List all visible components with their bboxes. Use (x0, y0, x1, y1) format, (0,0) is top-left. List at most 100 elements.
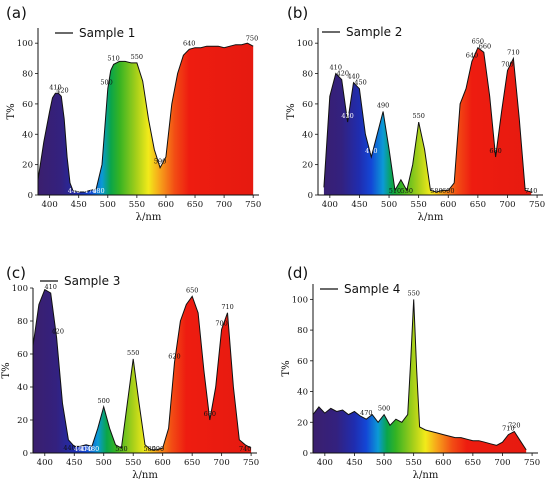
y-tick-label: 80 (297, 326, 308, 336)
y-axis-label: T% (1, 362, 12, 378)
x-tick-label: 650 (465, 458, 481, 468)
peak-annotation: 590 (152, 445, 164, 453)
y-tick-label: 60 (17, 350, 28, 360)
y-axis-label: T% (286, 103, 297, 119)
peak-annotation: 450 (354, 79, 366, 87)
y-tick-label: 0 (308, 191, 313, 201)
y-tick-label: 80 (17, 317, 28, 327)
y-tick-label: 80 (302, 70, 313, 80)
y-tick-label: 40 (17, 383, 28, 393)
transmittance-area (323, 47, 532, 196)
peak-annotation: 470 (80, 445, 92, 453)
x-tick-label: 700 (214, 458, 230, 468)
x-axis-label: λ/nm (132, 470, 158, 481)
y-tick-label: 60 (22, 100, 33, 110)
peak-annotation: 640 (466, 51, 478, 59)
x-tick-label: 600 (158, 200, 174, 210)
peak-annotation: 740 (525, 187, 537, 195)
x-tick-label: 700 (216, 200, 232, 210)
y-tick-label: 0 (303, 449, 308, 459)
peak-annotation: 750 (246, 35, 258, 43)
y-tick-label: 100 (292, 295, 308, 305)
peak-annotation: 600 (442, 187, 454, 195)
peak-annotation: 470 (84, 187, 96, 195)
y-axis-label: T% (281, 360, 292, 376)
legend-label: Sample 2 (346, 25, 402, 39)
peak-annotation: 550 (127, 349, 139, 357)
legend-label: Sample 1 (79, 26, 135, 40)
panel-letter: (c) (6, 264, 26, 282)
x-tick-label: 450 (346, 458, 362, 468)
peak-annotation: 490 (377, 102, 389, 110)
panel-letter: (a) (6, 4, 27, 22)
chart-panel-1: (a) 400 450 500 550 600 650 700 750 0 20 40 60 80 100 λ… (6, 4, 261, 223)
transmittance-curve (323, 46, 532, 193)
peak-annotation: 680 (489, 147, 501, 155)
chart-panel-4: (d) 400 450 500 550 600 650 700 750 0 20 40 60 80 100 λ… (281, 264, 540, 481)
peak-annotation: 650 (472, 38, 484, 46)
peak-annotation: 620 (168, 352, 180, 360)
y-tick-label: 40 (297, 388, 308, 398)
peak-annotation: 710 (502, 425, 514, 433)
transmittance-curve (32, 288, 252, 451)
peak-annotation: 440 (63, 444, 75, 452)
x-axis-label: λ/nm (418, 212, 444, 223)
peak-annotation: 530 (401, 187, 413, 195)
y-tick-label: 20 (297, 418, 308, 428)
peak-annotation: 660 (479, 42, 491, 50)
peak-annotation: 710 (507, 48, 519, 56)
peak-annotation: 680 (204, 410, 216, 418)
x-tick-label: 650 (187, 200, 203, 210)
peak-annotation: 650 (186, 286, 198, 294)
x-tick-label: 500 (100, 200, 116, 210)
legend-label: Sample 3 (64, 274, 120, 288)
peak-annotation: 710 (221, 303, 233, 311)
x-tick-label: 700 (494, 458, 510, 468)
y-tick-label: 80 (22, 70, 33, 80)
peak-annotation: 700 (501, 61, 513, 69)
peak-annotation: 440 (68, 187, 80, 195)
y-tick-label: 60 (302, 100, 313, 110)
x-tick-label: 700 (499, 200, 515, 210)
x-tick-label: 750 (243, 458, 259, 468)
x-tick-label: 400 (37, 458, 53, 468)
x-tick-label: 550 (411, 200, 427, 210)
y-tick-label: 0 (28, 191, 33, 201)
peak-annotation: 550 (407, 289, 419, 297)
peak-annotation: 470 (360, 409, 372, 417)
y-tick-label: 60 (297, 357, 308, 367)
y-axis-label: T% (6, 103, 17, 119)
peak-annotation: 430 (341, 112, 353, 120)
transmittance-area (38, 43, 254, 196)
legend-label: Sample 4 (344, 282, 400, 296)
peak-annotation: 500 (100, 79, 112, 87)
x-tick-label: 550 (406, 458, 422, 468)
y-tick-label: 100 (297, 39, 313, 49)
x-tick-label: 400 (42, 200, 58, 210)
peak-annotation: 470 (365, 147, 377, 155)
x-tick-label: 400 (322, 200, 338, 210)
chart-panel-2: (b) 400 450 500 550 600 650 700 750 0 20 40 60 80 100 λ… (286, 4, 545, 223)
y-tick-label: 40 (22, 130, 33, 140)
peak-annotation: 420 (52, 328, 64, 336)
x-tick-label: 750 (524, 458, 540, 468)
x-tick-label: 450 (351, 200, 367, 210)
y-tick-label: 20 (17, 416, 28, 426)
peak-annotation: 460 (74, 445, 86, 453)
x-axis-label: λ/nm (136, 212, 162, 223)
x-tick-label: 450 (71, 200, 87, 210)
x-tick-label: 750 (245, 200, 261, 210)
x-tick-label: 500 (376, 458, 392, 468)
x-tick-label: 450 (66, 458, 82, 468)
x-tick-label: 550 (125, 458, 141, 468)
x-tick-label: 600 (155, 458, 171, 468)
x-tick-label: 750 (529, 200, 545, 210)
x-tick-label: 650 (184, 458, 200, 468)
peak-annotation: 550 (412, 112, 424, 120)
peak-annotation: 580 (144, 445, 156, 453)
panel-letter: (b) (287, 4, 308, 22)
x-tick-label: 500 (381, 200, 397, 210)
x-axis-label: λ/nm (413, 470, 439, 481)
x-tick-label: 600 (435, 458, 451, 468)
x-tick-label: 550 (129, 200, 145, 210)
